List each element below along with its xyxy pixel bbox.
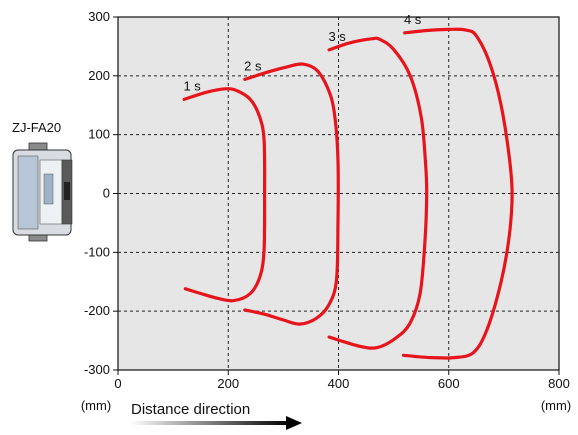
y-tick-label: 300	[88, 9, 110, 24]
direction-arrow-shaft	[130, 421, 288, 425]
series-label-3: 3 s	[328, 29, 346, 44]
x-unit-right: (mm)	[541, 398, 571, 413]
sensor-device-icon	[12, 142, 73, 242]
y-tick-label: -200	[84, 303, 110, 318]
tick-labels: 300 200 100 0 -100 -200 -300 0 200 400 600 800 (mm) (…	[81, 9, 571, 413]
y-tick-label: 200	[88, 68, 110, 83]
series-curve-4	[401, 27, 514, 360]
y-tick-label: -300	[84, 362, 110, 377]
direction-arrow-head	[286, 416, 302, 430]
x-unit-left: (mm)	[81, 398, 111, 413]
series-label-1: 1 s	[183, 78, 201, 93]
series-curve-2	[243, 62, 340, 326]
device-label: ZJ-FA20	[12, 120, 61, 135]
x-tick-label: 800	[548, 376, 570, 391]
y-tick-label: 0	[103, 186, 110, 201]
series-label-2: 2 s	[244, 58, 262, 73]
x-tick-label: 0	[114, 376, 121, 391]
x-tick-label: 400	[328, 376, 350, 391]
x-axis-title: Distance direction	[131, 401, 250, 418]
series-curve-3	[327, 36, 429, 350]
series-group: 1 s 2 s 3 s 4 s	[182, 12, 514, 360]
y-tick-label: 100	[88, 127, 110, 142]
x-tick-label: 200	[217, 376, 239, 391]
series-curve-1	[182, 87, 267, 303]
series-label-4: 4 s	[404, 12, 422, 27]
y-tick-label: -100	[84, 244, 110, 259]
x-tick-label: 600	[438, 376, 460, 391]
